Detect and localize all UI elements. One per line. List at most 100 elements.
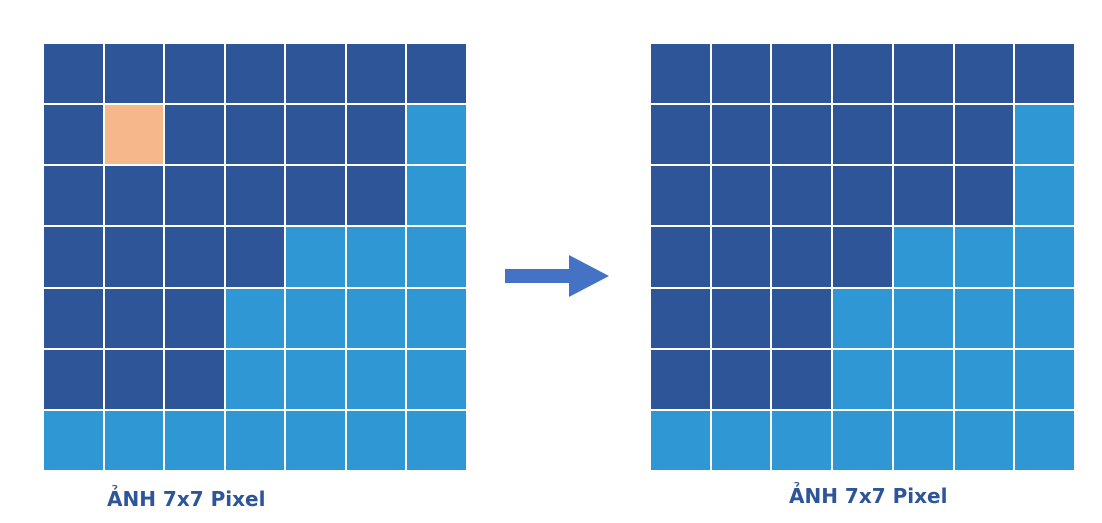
pixel-cell — [651, 288, 710, 348]
pixel-cell — [407, 105, 466, 165]
pixel-cell — [651, 44, 710, 104]
pixel-cell — [651, 227, 710, 287]
pixel-cell — [833, 44, 892, 104]
pixel-cell — [286, 349, 345, 409]
pixel-cell — [954, 410, 1014, 470]
pixel-cell — [225, 44, 285, 104]
pixel-cell — [954, 349, 1014, 409]
pixel-cell — [833, 105, 892, 165]
pixel-cell — [833, 227, 892, 287]
pixel-cell — [165, 288, 224, 348]
pixel-cell — [407, 288, 466, 348]
pixel-cell — [346, 44, 406, 104]
pixel-cell — [104, 166, 164, 226]
pixel-cell — [711, 105, 771, 165]
pixel-cell — [407, 227, 466, 287]
pixel-cell — [893, 349, 953, 409]
pixel-cell — [893, 288, 953, 348]
pixel-cell — [165, 105, 224, 165]
pixel-cell — [1015, 410, 1074, 470]
pixel-cell — [165, 227, 224, 287]
left-pixel-grid — [44, 44, 466, 470]
pixel-cell — [1015, 288, 1074, 348]
pixel-cell — [711, 227, 771, 287]
pixel-cell — [104, 349, 164, 409]
pixel-cell — [833, 166, 892, 226]
pixel-cell — [225, 166, 285, 226]
pixel-cell — [286, 410, 345, 470]
pixel-cell — [893, 410, 953, 470]
pixel-cell — [772, 288, 832, 348]
pixel-cell — [44, 227, 103, 287]
pixel-cell — [346, 166, 406, 226]
pixel-cell — [772, 166, 832, 226]
pixel-cell — [954, 288, 1014, 348]
pixel-cell — [893, 105, 953, 165]
pixel-cell — [772, 105, 832, 165]
pixel-cell — [407, 166, 466, 226]
pixel-cell — [165, 410, 224, 470]
pixel-cell — [954, 44, 1014, 104]
pixel-cell — [833, 288, 892, 348]
pixel-cell — [104, 288, 164, 348]
pixel-cell — [772, 44, 832, 104]
pixel-cell — [286, 105, 345, 165]
pixel-cell — [225, 349, 285, 409]
pixel-cell — [104, 410, 164, 470]
pixel-cell — [286, 227, 345, 287]
pixel-cell — [833, 349, 892, 409]
right-image-caption: ẢNH 7x7 Pixel — [789, 484, 948, 508]
left-image-caption: ẢNH 7x7 Pixel — [107, 487, 266, 511]
pixel-cell — [44, 105, 103, 165]
pixel-cell — [893, 166, 953, 226]
pixel-cell — [346, 105, 406, 165]
pixel-cell — [286, 288, 345, 348]
right-pixel-grid — [651, 44, 1074, 470]
pixel-cell — [651, 410, 710, 470]
pixel-cell — [104, 44, 164, 104]
pixel-cell — [225, 227, 285, 287]
pixel-cell — [225, 105, 285, 165]
pixel-cell — [286, 166, 345, 226]
pixel-cell — [772, 410, 832, 470]
pixel-cell — [104, 105, 164, 165]
pixel-cell — [44, 44, 103, 104]
pixel-cell — [1015, 44, 1074, 104]
right-arrow-icon — [505, 255, 609, 297]
pixel-cell — [346, 349, 406, 409]
pixel-cell — [1015, 349, 1074, 409]
pixel-cell — [165, 166, 224, 226]
pixel-cell — [225, 288, 285, 348]
pixel-cell — [772, 349, 832, 409]
pixel-cell — [954, 105, 1014, 165]
pixel-cell — [651, 105, 710, 165]
pixel-cell — [711, 44, 771, 104]
pixel-cell — [651, 166, 710, 226]
pixel-cell — [954, 166, 1014, 226]
pixel-cell — [711, 410, 771, 470]
pixel-cell — [44, 349, 103, 409]
pixel-cell — [346, 227, 406, 287]
pixel-cell — [893, 227, 953, 287]
pixel-cell — [1015, 227, 1074, 287]
pixel-cell — [833, 410, 892, 470]
pixel-cell — [772, 227, 832, 287]
pixel-cell — [711, 288, 771, 348]
pixel-cell — [346, 410, 406, 470]
pixel-cell — [407, 410, 466, 470]
pixel-cell — [44, 166, 103, 226]
pixel-cell — [407, 349, 466, 409]
pixel-cell — [1015, 166, 1074, 226]
pixel-cell — [225, 410, 285, 470]
pixel-cell — [893, 44, 953, 104]
pixel-cell — [286, 44, 345, 104]
pixel-cell — [711, 349, 771, 409]
pixel-cell — [44, 288, 103, 348]
pixel-cell — [651, 349, 710, 409]
pixel-cell — [104, 227, 164, 287]
pixel-cell — [346, 288, 406, 348]
pixel-cell — [954, 227, 1014, 287]
pixel-cell — [165, 44, 224, 104]
pixel-cell — [44, 410, 103, 470]
pixel-cell — [1015, 105, 1074, 165]
